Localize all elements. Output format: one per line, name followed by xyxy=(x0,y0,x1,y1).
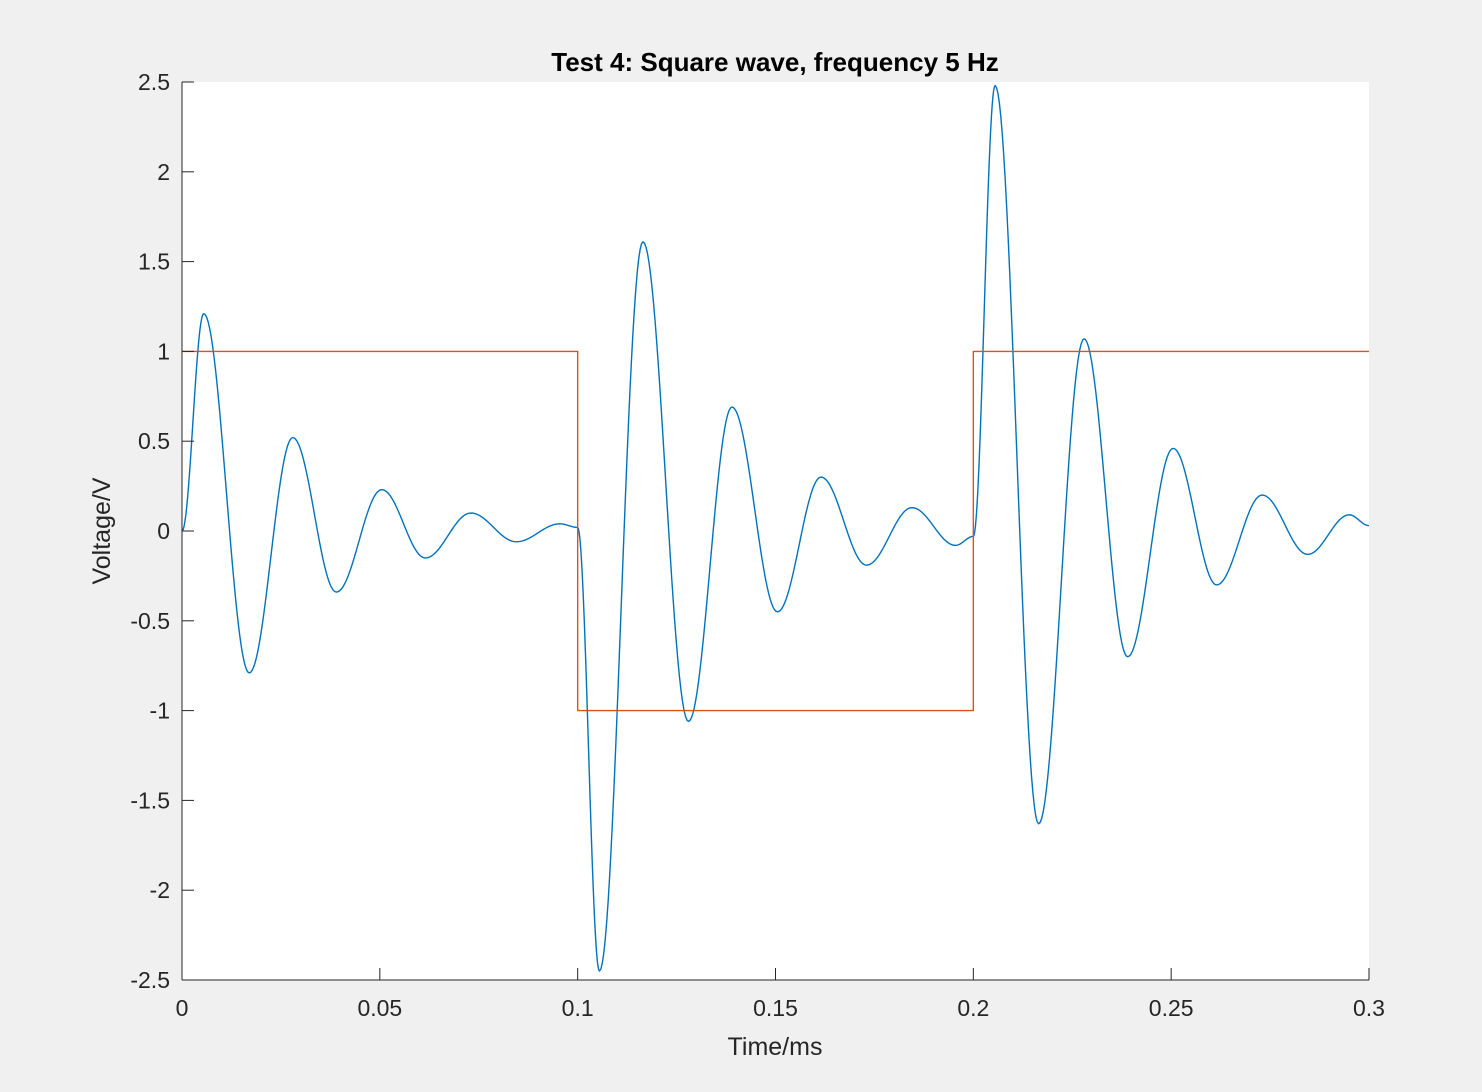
x-tick-label: 0.3 xyxy=(1353,995,1385,1021)
x-tick-label: 0.2 xyxy=(957,995,989,1021)
x-tick-label: 0.1 xyxy=(562,995,594,1021)
y-tick-label: -1 xyxy=(150,698,170,724)
x-tick-label: 0.15 xyxy=(753,995,798,1021)
series-square-wave-line xyxy=(182,350,1369,712)
y-tick-label: -1.5 xyxy=(130,787,170,813)
y-tick-label: -2 xyxy=(150,877,170,903)
y-tick-label: 0 xyxy=(157,518,170,544)
y-tick-label: 1.5 xyxy=(138,249,170,275)
x-tick-label: 0 xyxy=(176,995,189,1021)
chart-title: Test 4: Square wave, frequency 5 Hz xyxy=(551,47,998,77)
y-tick-label: 0.5 xyxy=(138,428,170,454)
tick-layer: 0 0.05 0.1 0.15 0.2 0.25 0.3 2.5 2 1.5 1 0.5 0 -0.5 -1… xyxy=(130,69,1385,1021)
y-tick-label: 1 xyxy=(157,338,170,364)
y-tick-label: -0.5 xyxy=(130,608,170,634)
x-tick-label: 0.05 xyxy=(357,995,402,1021)
y-tick-label: -2.5 xyxy=(130,967,170,993)
y-tick-label: 2 xyxy=(157,159,170,185)
axes-background xyxy=(182,82,1369,980)
x-tick-label: 0.25 xyxy=(1149,995,1194,1021)
y-axis-label: Voltage/V xyxy=(88,477,116,584)
series-layer xyxy=(182,84,1369,972)
y-tick-label: 2.5 xyxy=(138,69,170,95)
x-axis-label: Time/ms xyxy=(728,1033,823,1061)
series-response-line xyxy=(182,84,1369,972)
